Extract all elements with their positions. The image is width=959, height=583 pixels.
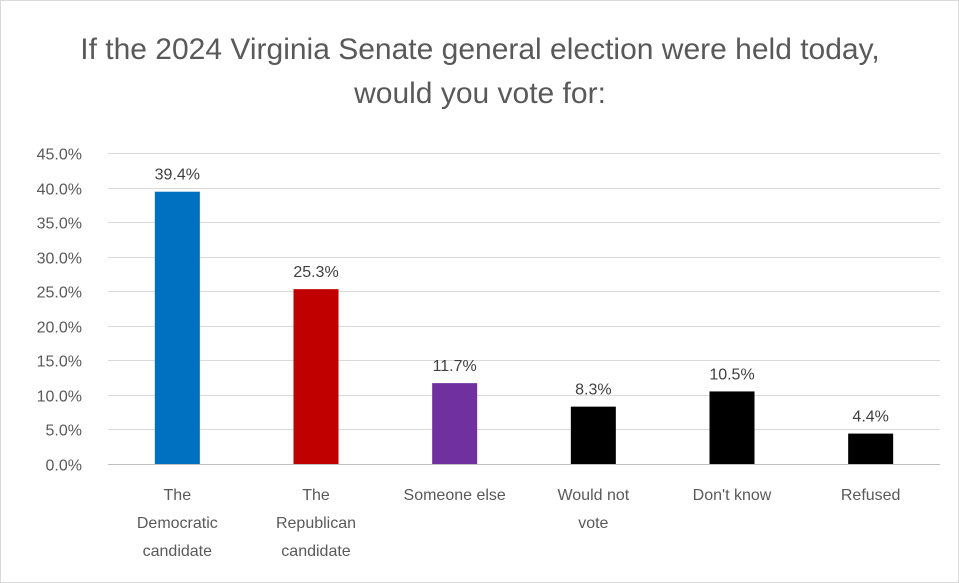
bar [154, 191, 200, 465]
y-tick-label: 30.0% [37, 251, 82, 268]
x-tick-label: candidate [281, 543, 350, 560]
x-tick-label: Refused [841, 487, 901, 504]
bar [432, 383, 478, 464]
data-label: 10.5% [709, 366, 754, 383]
bar [570, 406, 616, 464]
y-tick-label: 20.0% [37, 320, 82, 337]
y-tick-label: 35.0% [37, 216, 82, 233]
x-tick-label: The [164, 487, 192, 504]
bar [709, 391, 755, 464]
y-tick-label: 15.0% [37, 354, 82, 371]
y-tick-label: 45.0% [37, 147, 82, 164]
y-tick-label: 5.0% [46, 423, 82, 440]
x-tick-label: Democratic [137, 515, 218, 532]
x-tick-label: Republican [276, 515, 356, 532]
y-tick-label: 25.0% [37, 285, 82, 302]
x-tick-label: Would not [557, 487, 629, 504]
data-label: 4.4% [852, 409, 888, 426]
x-tick-label: candidate [143, 543, 212, 560]
x-tick-label: The [302, 487, 330, 504]
chart-title: If the 2024 Virginia Senate general elec… [80, 33, 880, 110]
y-tick-label: 0.0% [46, 458, 82, 475]
data-label: 11.7% [433, 358, 477, 375]
data-label: 8.3% [575, 382, 611, 399]
x-tick-label: vote [578, 515, 608, 532]
x-tick-label: Someone else [404, 487, 506, 504]
bar [293, 289, 339, 464]
data-label: 39.4% [155, 167, 200, 184]
y-tick-label: 40.0% [37, 182, 82, 199]
bar [848, 433, 894, 464]
x-tick-label: Don't know [693, 487, 772, 504]
data-label: 25.3% [293, 264, 338, 281]
y-tick-label: 10.0% [37, 389, 82, 406]
